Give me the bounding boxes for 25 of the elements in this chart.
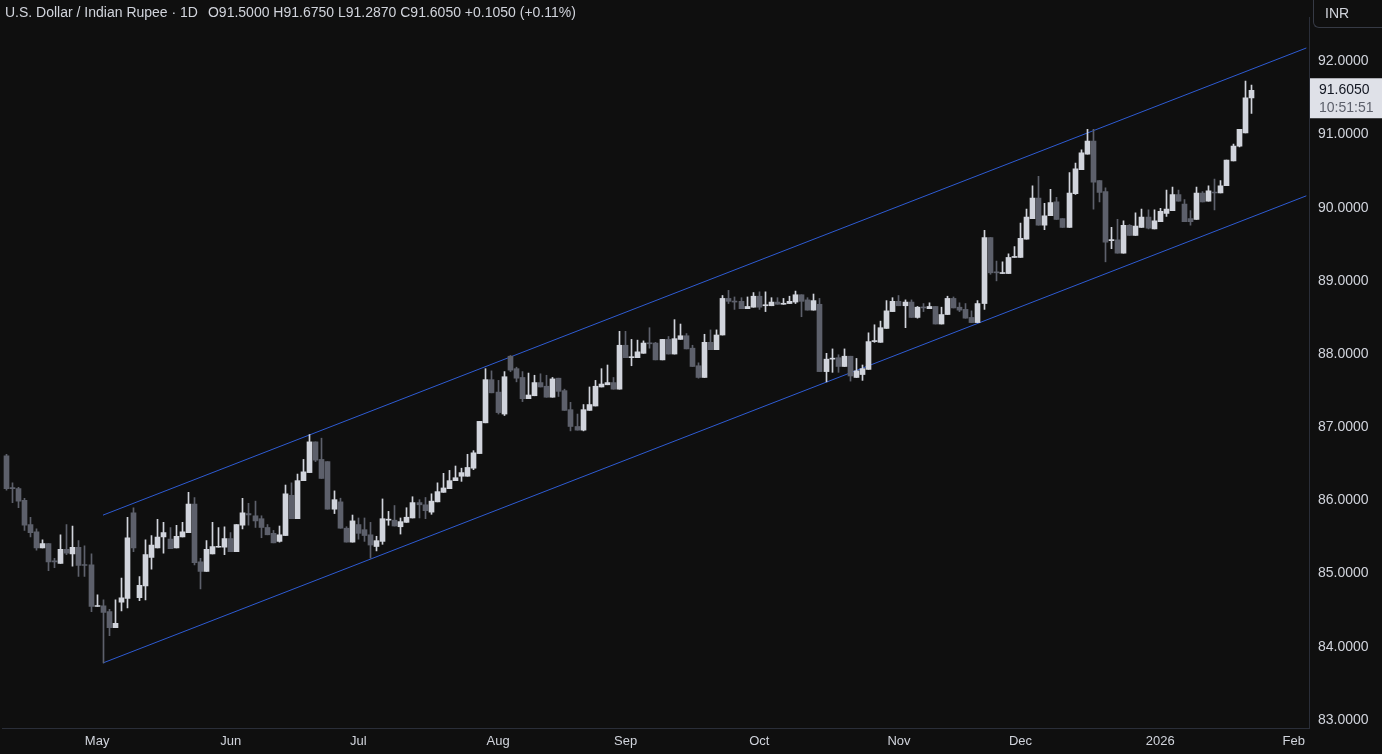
text: 91.6050 xyxy=(1319,81,1370,98)
chart-title: U.S. Dollar / Indian Rupee · 1D xyxy=(5,4,198,20)
y-tick-label: 91.0000 xyxy=(1318,125,1369,142)
x-tick-label: Aug xyxy=(486,733,510,749)
y-tick-label: 83.0000 xyxy=(1318,710,1369,727)
x-tick-label: Nov xyxy=(887,733,912,749)
x-tick-label: Dec xyxy=(1008,733,1033,749)
x-tick-label: Feb xyxy=(1282,733,1306,749)
x-tick-label: 2026 xyxy=(1145,733,1175,749)
x-tick-label: May xyxy=(84,733,110,749)
x-tick-label: Jun xyxy=(220,733,242,749)
y-tick-label: 86.0000 xyxy=(1318,491,1369,508)
y-tick-label: 89.0000 xyxy=(1318,271,1369,288)
y-tick-label: 90.0000 xyxy=(1318,198,1369,215)
y-tick-label: 88.0000 xyxy=(1318,344,1369,361)
y-tick-label: 84.0000 xyxy=(1318,637,1369,654)
x-tick-label: Sep xyxy=(614,733,638,749)
x-tick-label: Oct xyxy=(749,733,770,749)
chart-subtitle: O91.5000 H91.6750 L91.2870 C91.6050 +0.1050 (+0.11%) xyxy=(207,4,576,20)
y-tick-label: 87.0000 xyxy=(1318,418,1369,435)
y-axis-title: INR xyxy=(1313,0,1382,28)
y-tick-label: 85.0000 xyxy=(1318,564,1369,581)
text: 10:51:51 xyxy=(1319,99,1374,116)
y-tick-label: 92.0000 xyxy=(1318,52,1369,69)
x-tick-label: Jul xyxy=(350,733,367,749)
